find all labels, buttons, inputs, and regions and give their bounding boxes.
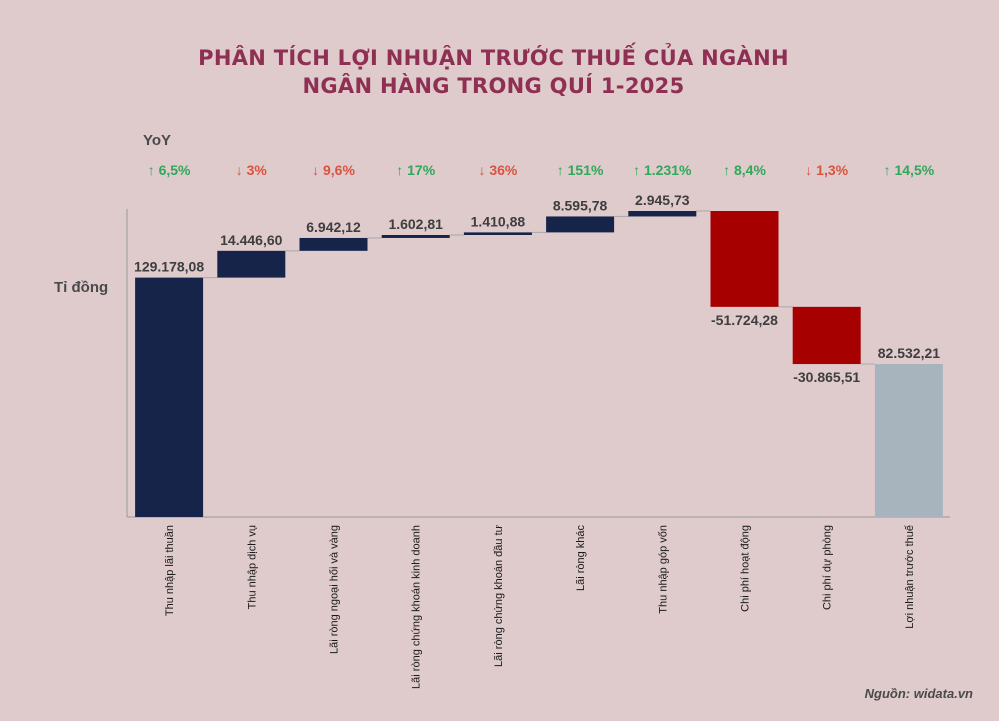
category-label: Lãi ròng khác [575, 525, 587, 592]
arrow-down-icon: ↓ [478, 162, 489, 178]
yoy-label: YoY [143, 132, 172, 149]
arrow-up-icon: ↑ [633, 162, 644, 178]
arrow-up-icon: ↑ [884, 162, 895, 178]
yoy-value: ↑ 14,5% [884, 162, 935, 178]
category-label: Thu nhập dịch vụ [246, 525, 258, 609]
arrow-up-icon: ↑ [148, 162, 159, 178]
yoy-value: ↓ 1,3% [805, 162, 848, 178]
category-label: Lợi nhuận trước thuế [904, 525, 916, 629]
unit-label: Tỉ đồng [54, 279, 109, 296]
category-label: Lãi ròng ngoại hối và vàng [329, 525, 341, 654]
yoy-value: ↑ 6,5% [148, 162, 191, 178]
waterfall-bar [628, 210, 697, 217]
yoy-percent: 1,3% [816, 162, 848, 178]
title-line-1: PHÂN TÍCH LỢI NHUẬN TRƯỚC THUẾ CỦA NGÀNH [198, 46, 789, 70]
yoy-value: ↑ 1.231% [633, 162, 692, 178]
arrow-down-icon: ↓ [805, 162, 816, 178]
data-label: 129.178,08 [134, 259, 204, 275]
yoy-percent: 14,5% [894, 162, 934, 178]
waterfall-bar [546, 216, 615, 233]
category-label: Lãi ròng chứng khoán đầu tư [493, 524, 505, 667]
data-label: 8.595,78 [553, 197, 608, 213]
category-label: Chi phí dự phòng [822, 525, 834, 610]
yoy-value: ↓ 9,6% [312, 162, 355, 178]
category-label: Chi phí hoạt động [740, 525, 752, 612]
yoy-value: ↓ 36% [478, 162, 517, 178]
waterfall-bar [299, 237, 368, 251]
data-label: -51.724,28 [711, 312, 778, 328]
yoy-percent: 36% [489, 162, 518, 178]
waterfall-bar [135, 277, 204, 517]
data-label: 1.410,88 [471, 213, 526, 229]
chart-title: PHÂN TÍCH LỢI NHUẬN TRƯỚC THUẾ CỦA NGÀNH… [0, 44, 987, 100]
yoy-percent: 9,6% [323, 162, 355, 178]
arrow-down-icon: ↓ [312, 162, 323, 178]
data-label: 1.602,81 [388, 216, 443, 232]
waterfall-bar [381, 235, 450, 238]
waterfall-bar [217, 250, 286, 278]
yoy-value: ↑ 151% [557, 162, 604, 178]
data-label: 82.532,21 [878, 345, 940, 361]
yoy-percent: 151% [568, 162, 604, 178]
data-label: 2.945,73 [635, 192, 690, 208]
data-label: -30.865,51 [793, 369, 860, 385]
yoy-value: ↑ 17% [396, 162, 435, 178]
yoy-percent: 3% [247, 162, 268, 178]
source-note: Nguồn: widata.vn [864, 686, 973, 701]
yoy-percent: 6,5% [159, 162, 191, 178]
waterfall-bar [710, 210, 779, 307]
arrow-down-icon: ↓ [236, 162, 247, 178]
title-line-2: NGÂN HÀNG TRONG QUÍ 1-2025 [302, 74, 685, 98]
category-label: Thu nhập lãi thuần [164, 525, 176, 616]
category-label: Lãi ròng chứng khoán kinh doanh [411, 525, 423, 689]
arrow-up-icon: ↑ [396, 162, 407, 178]
data-label: 14.446,60 [220, 232, 282, 248]
arrow-up-icon: ↑ [723, 162, 734, 178]
yoy-percent: 8,4% [734, 162, 766, 178]
waterfall-bar [463, 232, 532, 236]
yoy-percent: 1.231% [644, 162, 692, 178]
waterfall-bar [792, 306, 861, 365]
waterfall-bar [874, 364, 943, 517]
data-label: 6.942,12 [306, 219, 361, 235]
category-label: Thu nhập góp vốn [657, 525, 669, 614]
yoy-value: ↑ 8,4% [723, 162, 766, 178]
arrow-up-icon: ↑ [557, 162, 568, 178]
yoy-percent: 17% [407, 162, 436, 178]
yoy-value: ↓ 3% [236, 162, 268, 178]
